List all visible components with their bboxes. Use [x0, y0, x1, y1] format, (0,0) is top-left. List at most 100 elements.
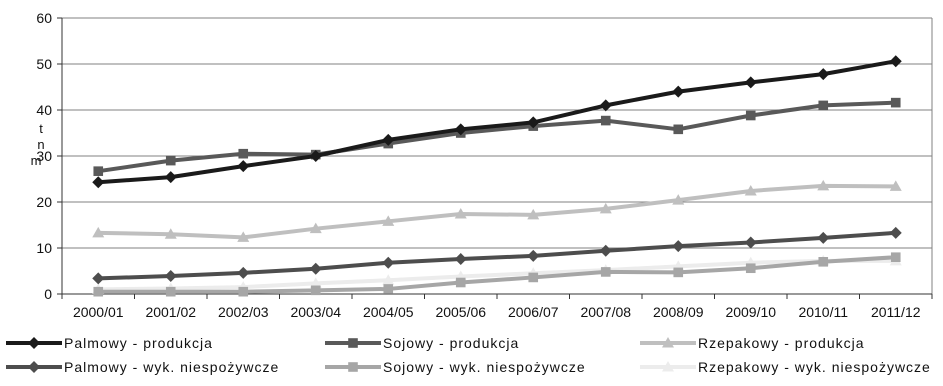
data-point-square: [93, 166, 104, 176]
series-4: [93, 252, 901, 297]
data-point-square: [818, 257, 829, 267]
data-point-square: [890, 97, 901, 108]
data-point-triangle: [662, 337, 674, 348]
legend-item: Rzepakowy - wyk. niespożywcze: [640, 359, 931, 375]
legend-item: Rzepakowy - produkcja: [640, 335, 864, 351]
legend-item: Sojowy - wyk. niespożywcze: [325, 359, 586, 375]
data-point-square: [383, 284, 394, 294]
data-point-square: [93, 286, 104, 297]
data-point-diamond: [889, 226, 902, 239]
data-point-triangle: [164, 228, 177, 239]
data-point-triangle: [454, 207, 467, 219]
y-tick-label: 60: [36, 10, 52, 26]
data-point-square: [600, 267, 611, 277]
x-tick-label: 2007/08: [580, 304, 631, 320]
data-point-triangle: [662, 361, 674, 372]
y-axis-label: tnm: [31, 121, 45, 168]
x-tick-label: 2010/11: [798, 304, 848, 320]
x-tick-label: 2006/07: [508, 304, 559, 320]
data-point-square: [165, 155, 176, 166]
data-point-triangle: [744, 184, 757, 196]
x-tick-label: 2000/01: [73, 304, 124, 320]
data-point-diamond: [817, 231, 830, 244]
y-tick-label: 50: [36, 56, 52, 72]
series-line: [98, 183, 896, 240]
data-point-square: [673, 124, 684, 135]
y-tick-label: 40: [36, 102, 52, 118]
data-point-square: [745, 110, 756, 121]
data-point-diamond: [382, 256, 395, 269]
data-point-triangle: [382, 215, 395, 226]
data-point-triangle: [92, 226, 105, 238]
data-point-square: [890, 252, 901, 262]
data-point-diamond: [164, 171, 177, 184]
axes: 0 10 20 30 40 50 60 2000/01 2001/02 2002/03 2003/0…: [36, 10, 933, 320]
series-3: [92, 226, 902, 285]
series-line: [97, 100, 896, 174]
data-point-triangle: [309, 277, 322, 288]
x-tick-label: 2005/06: [435, 304, 486, 320]
series-line: [98, 258, 896, 292]
data-point-triangle: [382, 274, 395, 285]
series-line: [98, 230, 896, 281]
y-axis-label-char: t: [39, 121, 43, 136]
legend-label: Rzepakowy - wyk. niespożywcze: [698, 359, 931, 375]
legend-item: Sojowy - produkcja: [325, 335, 519, 351]
data-point-diamond: [599, 244, 612, 257]
series-0: [92, 55, 902, 189]
y-tick-label: 30: [36, 148, 52, 164]
data-point-diamond: [599, 99, 612, 112]
data-point-triangle: [889, 180, 902, 191]
data-point-square: [745, 263, 756, 274]
legend-label: Sojowy - produkcja: [383, 335, 519, 351]
data-point-square: [165, 286, 176, 297]
data-point-diamond: [672, 85, 685, 98]
x-tick-label: 2008/09: [653, 304, 704, 320]
data-point-diamond: [237, 160, 250, 173]
data-point-square: [310, 285, 321, 296]
data-point-diamond: [527, 249, 540, 262]
x-tick-label: 2002/03: [218, 304, 269, 320]
data-point-diamond: [309, 262, 322, 275]
y-axis-label-char: n: [37, 137, 44, 152]
x-tick-label: 2003/04: [290, 304, 341, 320]
data-point-diamond: [28, 361, 40, 373]
legend-item: Palmowy - produkcja: [6, 335, 212, 351]
data-point-triangle: [527, 208, 540, 220]
legend-label: Sojowy - wyk. niespożywcze: [383, 359, 586, 375]
data-point-diamond: [672, 240, 685, 253]
series-2: [92, 179, 902, 242]
x-tick-label: 2009/10: [725, 304, 776, 320]
data-point-square: [238, 286, 249, 297]
y-tick-label: 10: [36, 240, 52, 256]
data-point-square: [528, 272, 539, 283]
data-point-diamond: [454, 253, 467, 266]
data-point-square: [348, 362, 358, 372]
data-point-diamond: [454, 123, 467, 136]
legend-item: Palmowy - wyk. niespożywcze: [6, 359, 279, 375]
series-line: [98, 255, 896, 294]
data-point-diamond: [527, 116, 540, 129]
data-point-diamond: [744, 236, 757, 249]
legend-label: Palmowy - wyk. niespożywcze: [64, 359, 279, 375]
data-point-triangle: [817, 179, 830, 191]
data-point-diamond: [889, 55, 902, 68]
grid: [62, 17, 933, 295]
data-point-square: [600, 115, 611, 126]
series-line: [98, 59, 897, 185]
y-tick-label: 0: [44, 286, 52, 302]
data-point-triangle: [599, 202, 612, 214]
data-point-diamond: [309, 150, 322, 162]
data-point-triangle: [237, 231, 250, 242]
x-tick-label: 2011/12: [871, 304, 921, 320]
legend: Palmowy - produkcja Sojowy - produkcja Rze…: [6, 335, 931, 375]
data-point-diamond: [92, 176, 105, 189]
data-point-square: [348, 338, 358, 348]
data-point-triangle: [309, 222, 322, 234]
data-point-diamond: [744, 76, 757, 89]
series-layer: [92, 55, 902, 297]
y-axis-label-char: m: [31, 153, 42, 168]
data-point-triangle: [672, 194, 685, 205]
